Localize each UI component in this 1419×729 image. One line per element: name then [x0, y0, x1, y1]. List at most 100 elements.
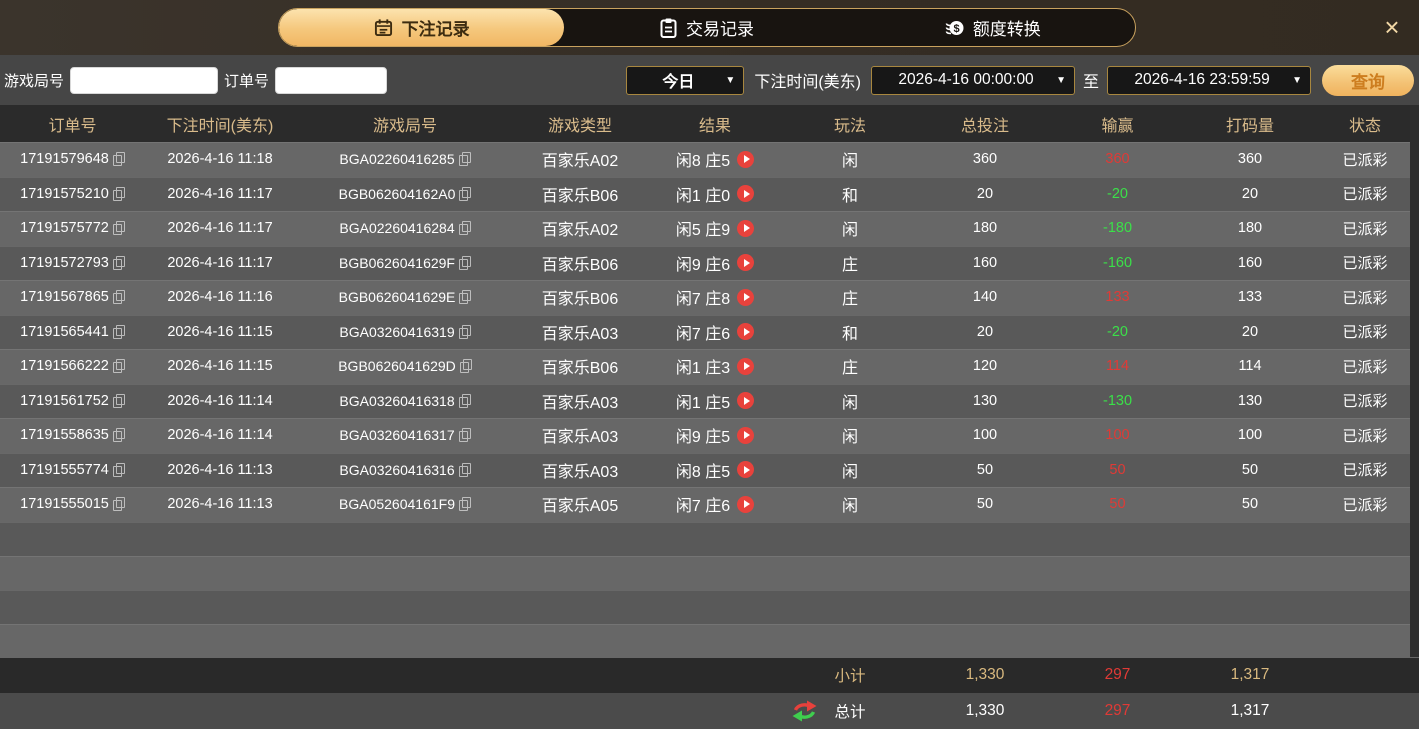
copy-icon[interactable]	[458, 462, 471, 477]
tab-transaction-records[interactable]: 交易记录	[564, 9, 849, 46]
order-no-input[interactable]	[275, 66, 388, 94]
cell-turnover-text: 360	[1237, 151, 1263, 168]
table-body: 17191579648 2026-4-16 11:18 BGA02260416285…	[0, 142, 1419, 658]
play-icon[interactable]	[737, 219, 755, 237]
copy-icon[interactable]	[458, 255, 471, 270]
cell-round-text: BGB0626041629F	[339, 254, 455, 271]
cell-game-text: 百家乐A05	[541, 498, 619, 516]
filter-bar: 游戏局号 订单号 今日 ▼ 下注时间(美东) 2026-4-16 00:00:0…	[0, 55, 1419, 105]
cell-turnover: 50	[1180, 487, 1320, 522]
cell-result-text: 闲8 庄5	[675, 463, 731, 481]
start-time-select[interactable]: 2026-4-16 00:00:00 ▼	[870, 65, 1075, 95]
subtotal-bet: 1,330	[965, 666, 1005, 684]
tab-quota-transfer[interactable]: $ 额度转换	[850, 9, 1135, 46]
game-round-input[interactable]	[70, 66, 219, 94]
search-button[interactable]: 查询	[1322, 64, 1414, 96]
cell-round: BGA03260416319	[295, 315, 515, 350]
copy-icon[interactable]	[112, 428, 125, 443]
total-turnover: 1,317	[1230, 702, 1270, 719]
cell-time-text: 2026-4-16 11:13	[167, 496, 273, 513]
cell-result-text: 闲7 庄6	[675, 325, 731, 343]
copy-icon[interactable]	[112, 255, 125, 270]
copy-icon[interactable]	[112, 462, 125, 477]
total-win: 297	[1104, 702, 1131, 719]
copy-icon[interactable]	[458, 428, 471, 443]
cell-win: 100	[1055, 418, 1180, 453]
clipboard-icon	[660, 18, 677, 38]
play-icon[interactable]	[737, 392, 755, 410]
footer-total-time	[145, 693, 295, 729]
copy-icon[interactable]	[112, 221, 125, 236]
cell-game-text: 百家乐B06	[541, 360, 619, 378]
cell-status-text: 已派彩	[1342, 496, 1388, 514]
scrollbar-track[interactable]	[1410, 105, 1419, 657]
cell-order-text: 17191572793	[20, 254, 109, 271]
copy-icon[interactable]	[458, 221, 471, 236]
cell-round-text: BGB062604162A0	[338, 185, 456, 202]
cell-bet: 130	[915, 384, 1055, 419]
cell-round-text: BGA03260416316	[339, 461, 455, 478]
close-icon[interactable]: ×	[1384, 12, 1400, 42]
play-icon[interactable]	[737, 357, 755, 375]
play-icon[interactable]	[737, 461, 755, 479]
cell-time: 2026-4-16 11:16	[145, 280, 295, 315]
copy-icon[interactable]	[112, 186, 125, 201]
cell-status-text: 已派彩	[1342, 151, 1388, 169]
cell-play-text: 闲	[841, 463, 858, 481]
cell-result: 闲9 庄6	[645, 246, 785, 281]
cell-result: 闲9 庄5	[645, 418, 785, 453]
copy-icon[interactable]	[458, 324, 471, 339]
cell-time-text: 2026-4-16 11:14	[167, 392, 273, 409]
cell-time-text: 2026-4-16 11:18	[167, 151, 273, 168]
cell-status-text: 已派彩	[1342, 427, 1388, 445]
total-bet: 1,330	[965, 702, 1005, 719]
play-icon[interactable]	[737, 150, 755, 168]
cell-game-text: 百家乐A03	[541, 394, 619, 412]
cell-win-text: -180	[1102, 220, 1133, 237]
play-icon[interactable]	[737, 323, 755, 341]
copy-icon[interactable]	[112, 152, 125, 167]
end-time-select[interactable]: 2026-4-16 23:59:59 ▼	[1107, 65, 1311, 95]
cell-win: 133	[1055, 280, 1180, 315]
cell-time: 2026-4-16 11:14	[145, 418, 295, 453]
cell-result: 闲7 庄6	[645, 315, 785, 350]
copy-icon[interactable]	[112, 497, 125, 512]
footer-total-result	[645, 693, 785, 729]
play-icon[interactable]	[737, 495, 755, 513]
cell-round-text: BGA03260416318	[339, 392, 455, 409]
cell-game: 百家乐A03	[515, 384, 645, 419]
cell-game-text: 百家乐B06	[541, 256, 619, 274]
footer-subtotal-round	[295, 658, 515, 694]
refresh-icon[interactable]	[791, 699, 818, 723]
copy-icon[interactable]	[459, 186, 472, 201]
footer-total-turnover: 1,317	[1180, 693, 1320, 729]
footer-subtotal-win: 297	[1055, 658, 1180, 694]
copy-icon[interactable]	[458, 497, 471, 512]
copy-icon[interactable]	[459, 290, 472, 305]
play-icon[interactable]	[737, 185, 755, 203]
cell-round: BGB0626041629F	[295, 246, 515, 281]
copy-icon[interactable]	[112, 290, 125, 305]
cell-result: 闲1 庄5	[645, 384, 785, 419]
quick-range-select[interactable]: 今日 ▼	[626, 65, 745, 95]
table-header-row: 订单号 下注时间(美东) 游戏局号 游戏类型 结果 玩法 总投注 输赢 打码量 状态	[0, 105, 1419, 142]
cell-turnover: 360	[1180, 142, 1320, 177]
table-row: 17191575210 2026-4-16 11:17 BGB062604162A0…	[0, 176, 1419, 211]
play-icon[interactable]	[737, 426, 755, 444]
copy-icon[interactable]	[458, 393, 471, 408]
cell-game-text: 百家乐B06	[541, 187, 619, 205]
play-icon[interactable]	[737, 288, 755, 306]
chevron-down-icon: ▼	[725, 74, 736, 86]
play-icon[interactable]	[737, 254, 755, 272]
copy-icon[interactable]	[112, 393, 125, 408]
copy-icon[interactable]	[112, 359, 125, 374]
copy-icon[interactable]	[459, 359, 472, 374]
cell-result-text: 闲1 庄5	[675, 394, 731, 412]
tab-bet-records[interactable]: 下注记录	[279, 9, 565, 46]
subtotal-turnover: 1,317	[1230, 666, 1270, 684]
cell-order: 17191555015	[0, 487, 145, 522]
copy-icon[interactable]	[112, 324, 125, 339]
cell-turnover: 130	[1180, 384, 1320, 419]
cell-play: 闲	[785, 453, 915, 488]
copy-icon[interactable]	[458, 152, 471, 167]
